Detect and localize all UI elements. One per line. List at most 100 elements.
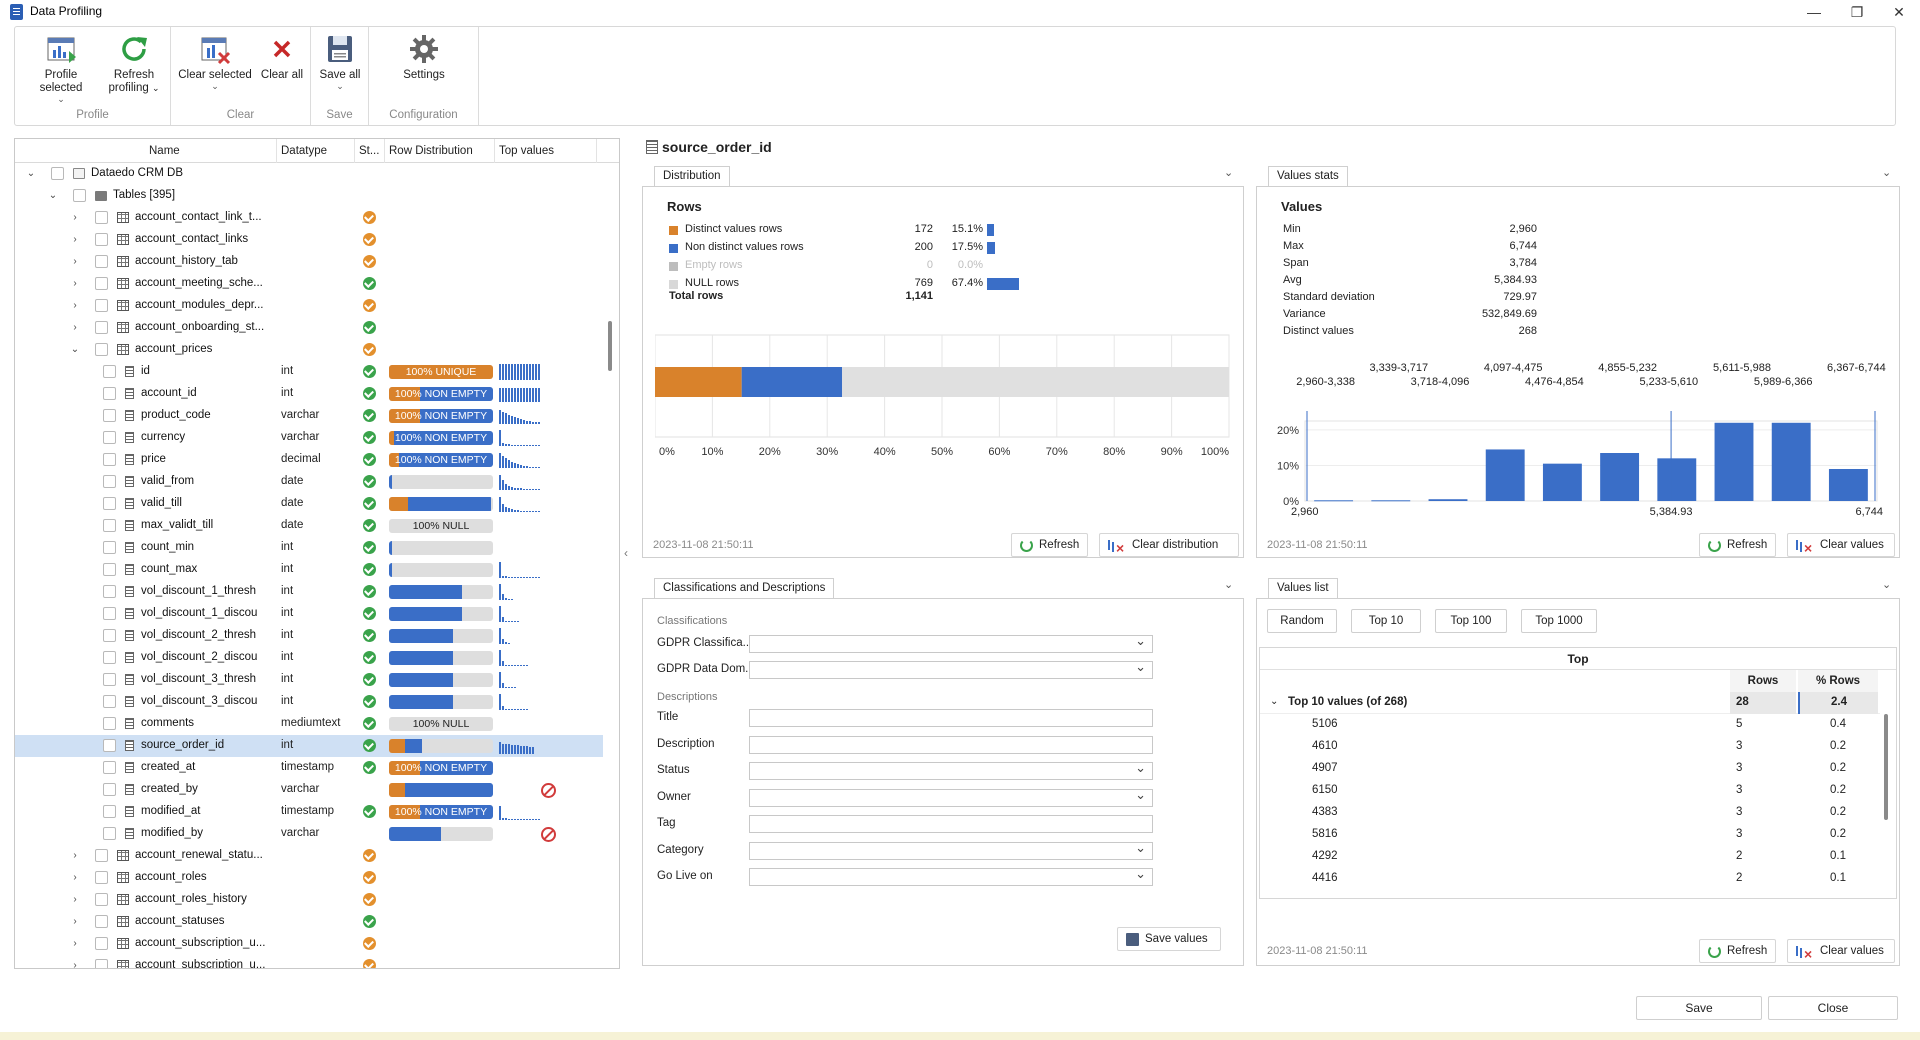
- chevron-right-icon[interactable]: ›: [73, 960, 77, 969]
- tree-row-column[interactable]: count_min int: [15, 537, 603, 559]
- row-checkbox[interactable]: [95, 277, 108, 290]
- values-list-clear-button[interactable]: Clear values: [1787, 939, 1895, 965]
- gdpr-classification-select[interactable]: [749, 633, 1153, 653]
- values-mode-button[interactable]: Top 1000: [1521, 609, 1597, 633]
- tree-row-table[interactable]: › account_onboarding_st...: [15, 317, 603, 339]
- row-checkbox[interactable]: [95, 893, 108, 906]
- tree-row-column[interactable]: source_order_id int: [15, 735, 603, 757]
- header-name[interactable]: Name: [145, 139, 277, 163]
- header-status[interactable]: St...: [355, 139, 385, 163]
- chevron-right-icon[interactable]: ›: [73, 234, 77, 245]
- tree-row-column[interactable]: modified_at timestamp 100% NON EMPTY: [15, 801, 603, 823]
- tab-classifications[interactable]: Classifications and Descriptions: [654, 578, 835, 598]
- values-list-collapse-icon[interactable]: ⌄: [1882, 579, 1892, 591]
- row-checkbox[interactable]: [103, 739, 116, 752]
- stats-collapse-icon[interactable]: ⌄: [1882, 167, 1892, 179]
- row-checkbox[interactable]: [95, 937, 108, 950]
- tree-row-column[interactable]: max_validt_till date 100% NULL: [15, 515, 603, 537]
- list-item[interactable]: 5106 5 0.4: [1260, 714, 1880, 736]
- tree-row-table[interactable]: › account_contact_link_t...: [15, 207, 603, 229]
- col-pct-header[interactable]: % Rows: [1798, 670, 1878, 692]
- tree-row-column[interactable]: vol_discount_2_discount int: [15, 647, 603, 669]
- row-checkbox[interactable]: [95, 255, 108, 268]
- chevron-down-icon[interactable]: ⌄: [1270, 696, 1279, 707]
- field-input[interactable]: [749, 760, 1153, 780]
- row-checkbox[interactable]: [95, 343, 108, 356]
- field-input[interactable]: [749, 787, 1153, 807]
- stats-clear-values-button[interactable]: Clear values: [1787, 533, 1895, 559]
- stats-refresh-button[interactable]: Refresh: [1699, 533, 1777, 557]
- tree-row-table[interactable]: › account_subscription_u...: [15, 955, 603, 969]
- tree-row-column[interactable]: created_at timestamp 100% NON EMPTY: [15, 757, 603, 779]
- row-checkbox[interactable]: [103, 673, 116, 686]
- list-item[interactable]: 4383 3 0.2: [1260, 802, 1880, 824]
- tree-row-column[interactable]: comments mediumtext 100% NULL: [15, 713, 603, 735]
- save-values-button[interactable]: Save values: [1117, 927, 1221, 951]
- field-input[interactable]: [749, 866, 1153, 886]
- chevron-right-icon[interactable]: ›: [73, 916, 77, 927]
- collapse-left-panel-icon[interactable]: ‹: [624, 546, 628, 560]
- tree-row-column[interactable]: vol_discount_3_discount int: [15, 691, 603, 713]
- row-checkbox[interactable]: [95, 871, 108, 884]
- tree-row-column[interactable]: product_code varchar 100% NON EMPTY: [15, 405, 603, 427]
- chevron-right-icon[interactable]: ›: [73, 872, 77, 883]
- classifications-collapse-icon[interactable]: ⌄: [1224, 579, 1234, 591]
- tree-row-column[interactable]: id int 100% UNIQUE: [15, 361, 603, 383]
- chevron-right-icon[interactable]: ›: [73, 278, 77, 289]
- list-item[interactable]: 5816 3 0.2: [1260, 824, 1880, 846]
- tree-row-column[interactable]: vol_discount_1_discount int: [15, 603, 603, 625]
- tree-row-column[interactable]: count_max int: [15, 559, 603, 581]
- tree-row-tables-folder[interactable]: ⌄ Tables [395]: [15, 185, 603, 207]
- refresh-profiling-button[interactable]: Refresh profiling ⌄: [103, 31, 165, 95]
- list-item[interactable]: 4907 3 0.2: [1260, 758, 1880, 780]
- list-item[interactable]: 4610 3 0.2: [1260, 736, 1880, 758]
- tab-distribution[interactable]: Distribution: [654, 166, 730, 186]
- values-mode-button[interactable]: Random: [1267, 609, 1337, 633]
- close-button[interactable]: Close: [1768, 996, 1898, 1020]
- tree-row-table[interactable]: › account_modules_depr...: [15, 295, 603, 317]
- save-all-button[interactable]: Save all ⌄: [315, 31, 365, 91]
- header-top-values[interactable]: Top values: [495, 139, 597, 163]
- tree-row-table[interactable]: › account_roles_history: [15, 889, 603, 911]
- tree-row-table[interactable]: › account_subscription_u...: [15, 933, 603, 955]
- save-button[interactable]: Save: [1636, 996, 1762, 1020]
- field-input[interactable]: [749, 840, 1153, 860]
- close-icon[interactable]: ✕: [1893, 3, 1905, 20]
- row-checkbox[interactable]: [95, 915, 108, 928]
- tree-row-database[interactable]: ⌄ Dataedo CRM DB: [15, 163, 603, 185]
- chevron-down-icon[interactable]: ⌄: [70, 344, 80, 355]
- clear-distribution-button[interactable]: Clear distribution: [1099, 533, 1239, 559]
- tree-row-column[interactable]: account_id int 100% NON EMPTY: [15, 383, 603, 405]
- chevron-right-icon[interactable]: ›: [73, 894, 77, 905]
- row-checkbox[interactable]: [103, 365, 116, 378]
- row-checkbox[interactable]: [95, 321, 108, 334]
- row-checkbox[interactable]: [103, 651, 116, 664]
- tree-row-column[interactable]: vol_discount_1_thresh... int: [15, 581, 603, 603]
- row-checkbox[interactable]: [103, 717, 116, 730]
- minimize-icon[interactable]: —: [1807, 4, 1821, 20]
- row-checkbox[interactable]: [95, 233, 108, 246]
- chevron-right-icon[interactable]: ›: [73, 938, 77, 949]
- values-grid-scrollbar[interactable]: [1884, 714, 1888, 820]
- row-checkbox[interactable]: [103, 563, 116, 576]
- clear-selected-button[interactable]: Clear selected ⌄: [177, 31, 253, 91]
- chevron-right-icon[interactable]: ›: [73, 212, 77, 223]
- col-rows-header[interactable]: Rows: [1730, 670, 1796, 692]
- field-input[interactable]: [749, 735, 1153, 754]
- row-checkbox[interactable]: [103, 695, 116, 708]
- row-checkbox[interactable]: [73, 189, 86, 202]
- row-checkbox[interactable]: [51, 167, 64, 180]
- chevron-down-icon[interactable]: ⌄: [26, 168, 36, 179]
- tree-row-column[interactable]: valid_from date: [15, 471, 603, 493]
- field-input[interactable]: [749, 815, 1153, 833]
- row-checkbox[interactable]: [103, 475, 116, 488]
- row-checkbox[interactable]: [103, 431, 116, 444]
- tree-row-column[interactable]: currency varchar 100% NON EMPTY: [15, 427, 603, 449]
- profile-selected-button[interactable]: Profile selected ⌄: [23, 31, 99, 104]
- header-datatype[interactable]: Datatype: [277, 139, 355, 163]
- tree-row-table[interactable]: › account_history_tab: [15, 251, 603, 273]
- row-checkbox[interactable]: [95, 211, 108, 224]
- tab-values-list[interactable]: Values list: [1268, 578, 1338, 598]
- row-checkbox[interactable]: [103, 783, 116, 796]
- distribution-refresh-button[interactable]: Refresh: [1011, 533, 1089, 557]
